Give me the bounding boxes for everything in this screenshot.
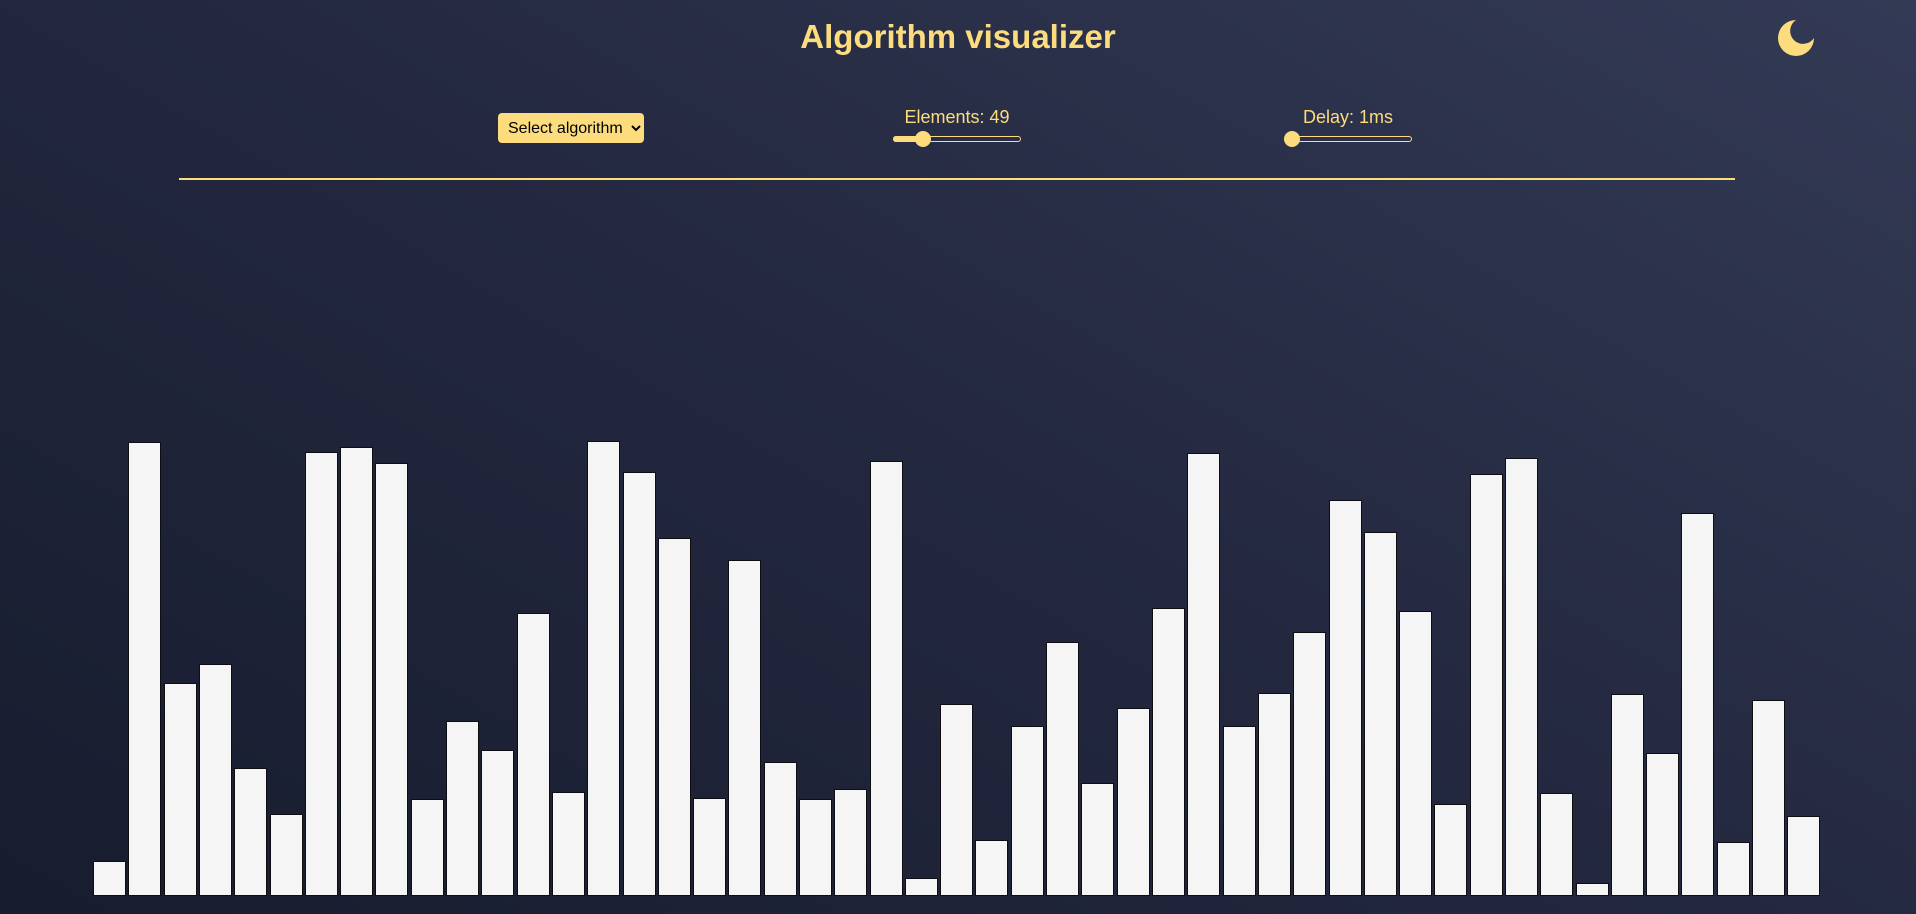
- moon-shape: [1778, 20, 1814, 56]
- delay-slider-thumb[interactable]: [1284, 131, 1300, 147]
- array-bar: [834, 789, 867, 896]
- array-bar: [1223, 726, 1256, 896]
- array-bar: [1117, 708, 1150, 896]
- array-bar: [270, 814, 303, 896]
- array-bar: [199, 664, 232, 896]
- delay-slider-track: [1284, 136, 1412, 142]
- array-bar: [623, 472, 656, 896]
- array-bar: [1046, 642, 1079, 896]
- algorithm-select[interactable]: Select algorithm: [498, 113, 644, 143]
- array-bar: [1505, 458, 1538, 896]
- array-bar: [375, 463, 408, 896]
- array-bar: [1364, 532, 1397, 896]
- moon-icon[interactable]: [1776, 18, 1816, 58]
- array-bar: [1187, 453, 1220, 896]
- array-bar: [305, 452, 338, 896]
- array-bar: [905, 878, 938, 896]
- array-bar: [1470, 474, 1503, 896]
- array-bar: [164, 683, 197, 896]
- array-bar: [1576, 883, 1609, 896]
- array-bar: [128, 442, 161, 896]
- array-bar: [411, 799, 444, 896]
- array-bar: [93, 861, 126, 896]
- array-bar: [870, 461, 903, 896]
- array-bar: [728, 560, 761, 896]
- array-bar: [1011, 726, 1044, 896]
- elements-slider-thumb[interactable]: [915, 131, 932, 147]
- array-bar: [446, 721, 479, 896]
- page-title: Algorithm visualizer: [800, 18, 1116, 55]
- array-bar: [975, 840, 1008, 896]
- array-bar: [1329, 500, 1362, 896]
- array-bar: [587, 441, 620, 896]
- array-bar: [1646, 753, 1679, 896]
- array-bar: [1717, 842, 1750, 896]
- array-bar: [1434, 804, 1467, 896]
- array-bar: [517, 613, 550, 896]
- array-bar: [1399, 611, 1432, 896]
- divider: [179, 178, 1735, 180]
- array-bar: [1752, 700, 1785, 896]
- array-bar: [1081, 783, 1114, 896]
- array-bar: [764, 762, 797, 896]
- array-bar: [799, 799, 832, 896]
- array-bar: [1293, 632, 1326, 896]
- array-bar: [658, 538, 691, 896]
- array-bar: [234, 768, 267, 896]
- array-bar: [1787, 816, 1820, 896]
- array-bar: [1152, 608, 1185, 896]
- elements-label: Elements: 49: [904, 107, 1010, 127]
- array-bar: [481, 750, 514, 896]
- elements-slider-fill: [893, 136, 924, 142]
- array-bar: [1540, 793, 1573, 896]
- delay-slider[interactable]: [1284, 130, 1412, 148]
- delay-label: Delay: 1ms: [1302, 107, 1394, 127]
- array-bar: [1258, 693, 1291, 896]
- array-bar: [940, 704, 973, 896]
- array-bar: [693, 798, 726, 896]
- array-bar: [552, 792, 585, 896]
- array-bar: [340, 447, 373, 896]
- elements-slider[interactable]: [893, 130, 1021, 148]
- array-bar: [1611, 694, 1644, 896]
- array-bar: [1681, 513, 1714, 896]
